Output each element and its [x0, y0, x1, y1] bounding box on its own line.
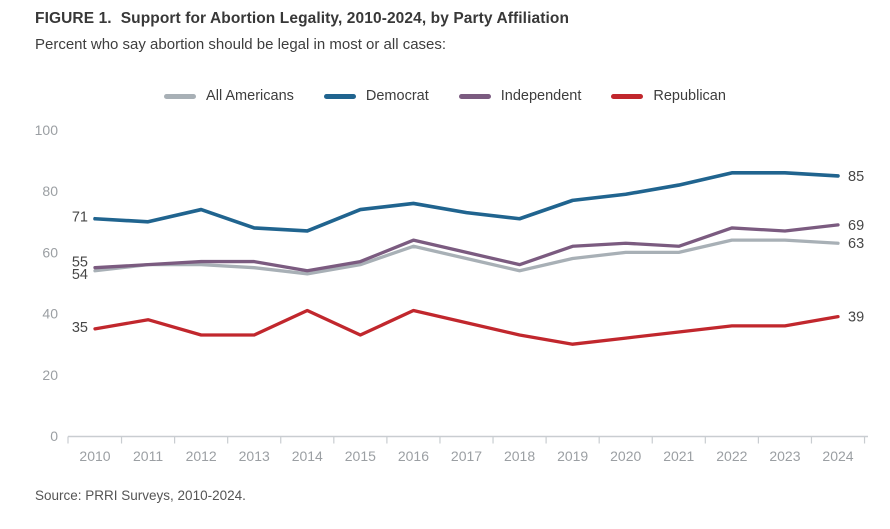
x-tick-label-2013: 2013 — [239, 448, 270, 464]
figure-label: FIGURE 1. — [35, 10, 112, 27]
x-tick-label-2016: 2016 — [398, 448, 429, 464]
x-tick-label-2017: 2017 — [451, 448, 482, 464]
x-tick-label-2022: 2022 — [716, 448, 747, 464]
x-tick-label-2014: 2014 — [292, 448, 323, 464]
y-tick-label-0: 0 — [50, 428, 58, 444]
end-value-label-democrat: 85 — [848, 169, 864, 185]
legend-swatch-democrat — [323, 93, 356, 99]
legend-swatch-republican — [611, 93, 644, 99]
y-tick-label-80: 80 — [42, 183, 58, 199]
legend-label-independent: Independent — [500, 88, 582, 104]
y-tick-label-40: 40 — [42, 306, 58, 322]
end-value-label-republican: 39 — [848, 310, 864, 326]
start-value-label-democrat: 71 — [72, 210, 88, 226]
chart-legend: All Americans Democrat Independent Republic… — [0, 88, 890, 104]
legend-item-democrat: Democrat — [323, 88, 429, 104]
start-value-label-independent: 55 — [72, 255, 88, 271]
figure-title-text: Support for Abortion Legality, 2010-2024… — [120, 10, 570, 27]
y-tick-label-100: 100 — [35, 122, 59, 138]
legend-label-republican: Republican — [653, 88, 726, 104]
figure-subtitle: Percent who say abortion should be legal… — [35, 36, 447, 53]
x-tick-label-2011: 2011 — [133, 448, 163, 464]
series-line-independent — [93, 223, 840, 273]
figure-title: FIGURE 1. Support for Abortion Legality, … — [35, 10, 569, 28]
y-tick-label-20: 20 — [42, 367, 58, 383]
series-line-all-americans — [93, 238, 840, 276]
x-tick-label-2023: 2023 — [769, 448, 800, 464]
x-tick-label-2024: 2024 — [822, 448, 853, 464]
legend-swatch-independent — [458, 93, 491, 99]
x-tick-label-2018: 2018 — [504, 448, 535, 464]
start-value-label-republican: 35 — [72, 320, 88, 336]
x-tick-label-2020: 2020 — [610, 448, 641, 464]
legend-label-democrat: Democrat — [365, 88, 429, 104]
legend-item-independent: Independent — [458, 88, 582, 104]
x-tick-label-2012: 2012 — [186, 448, 217, 464]
legend-item-republican: Republican — [611, 88, 726, 104]
start-value-label-all-americans: 54 — [72, 267, 88, 283]
x-tick-label-2021: 2021 — [663, 448, 694, 464]
y-tick-label-60: 60 — [42, 244, 58, 260]
x-tick-label-2019: 2019 — [557, 448, 588, 464]
legend-label-all-americans: All Americans — [206, 88, 294, 104]
series-line-republican — [93, 308, 840, 346]
series-line-democrat — [93, 171, 840, 233]
legend-item-all-americans: All Americans — [164, 88, 294, 104]
source-note: Source: PRRI Surveys, 2010-2024. — [35, 488, 246, 503]
end-value-label-all-americans: 63 — [848, 236, 864, 252]
x-tick-label-2010: 2010 — [79, 448, 110, 464]
x-tick-label-2015: 2015 — [345, 448, 376, 464]
legend-swatch-all-americans — [164, 93, 197, 99]
end-value-label-independent: 69 — [848, 218, 864, 234]
